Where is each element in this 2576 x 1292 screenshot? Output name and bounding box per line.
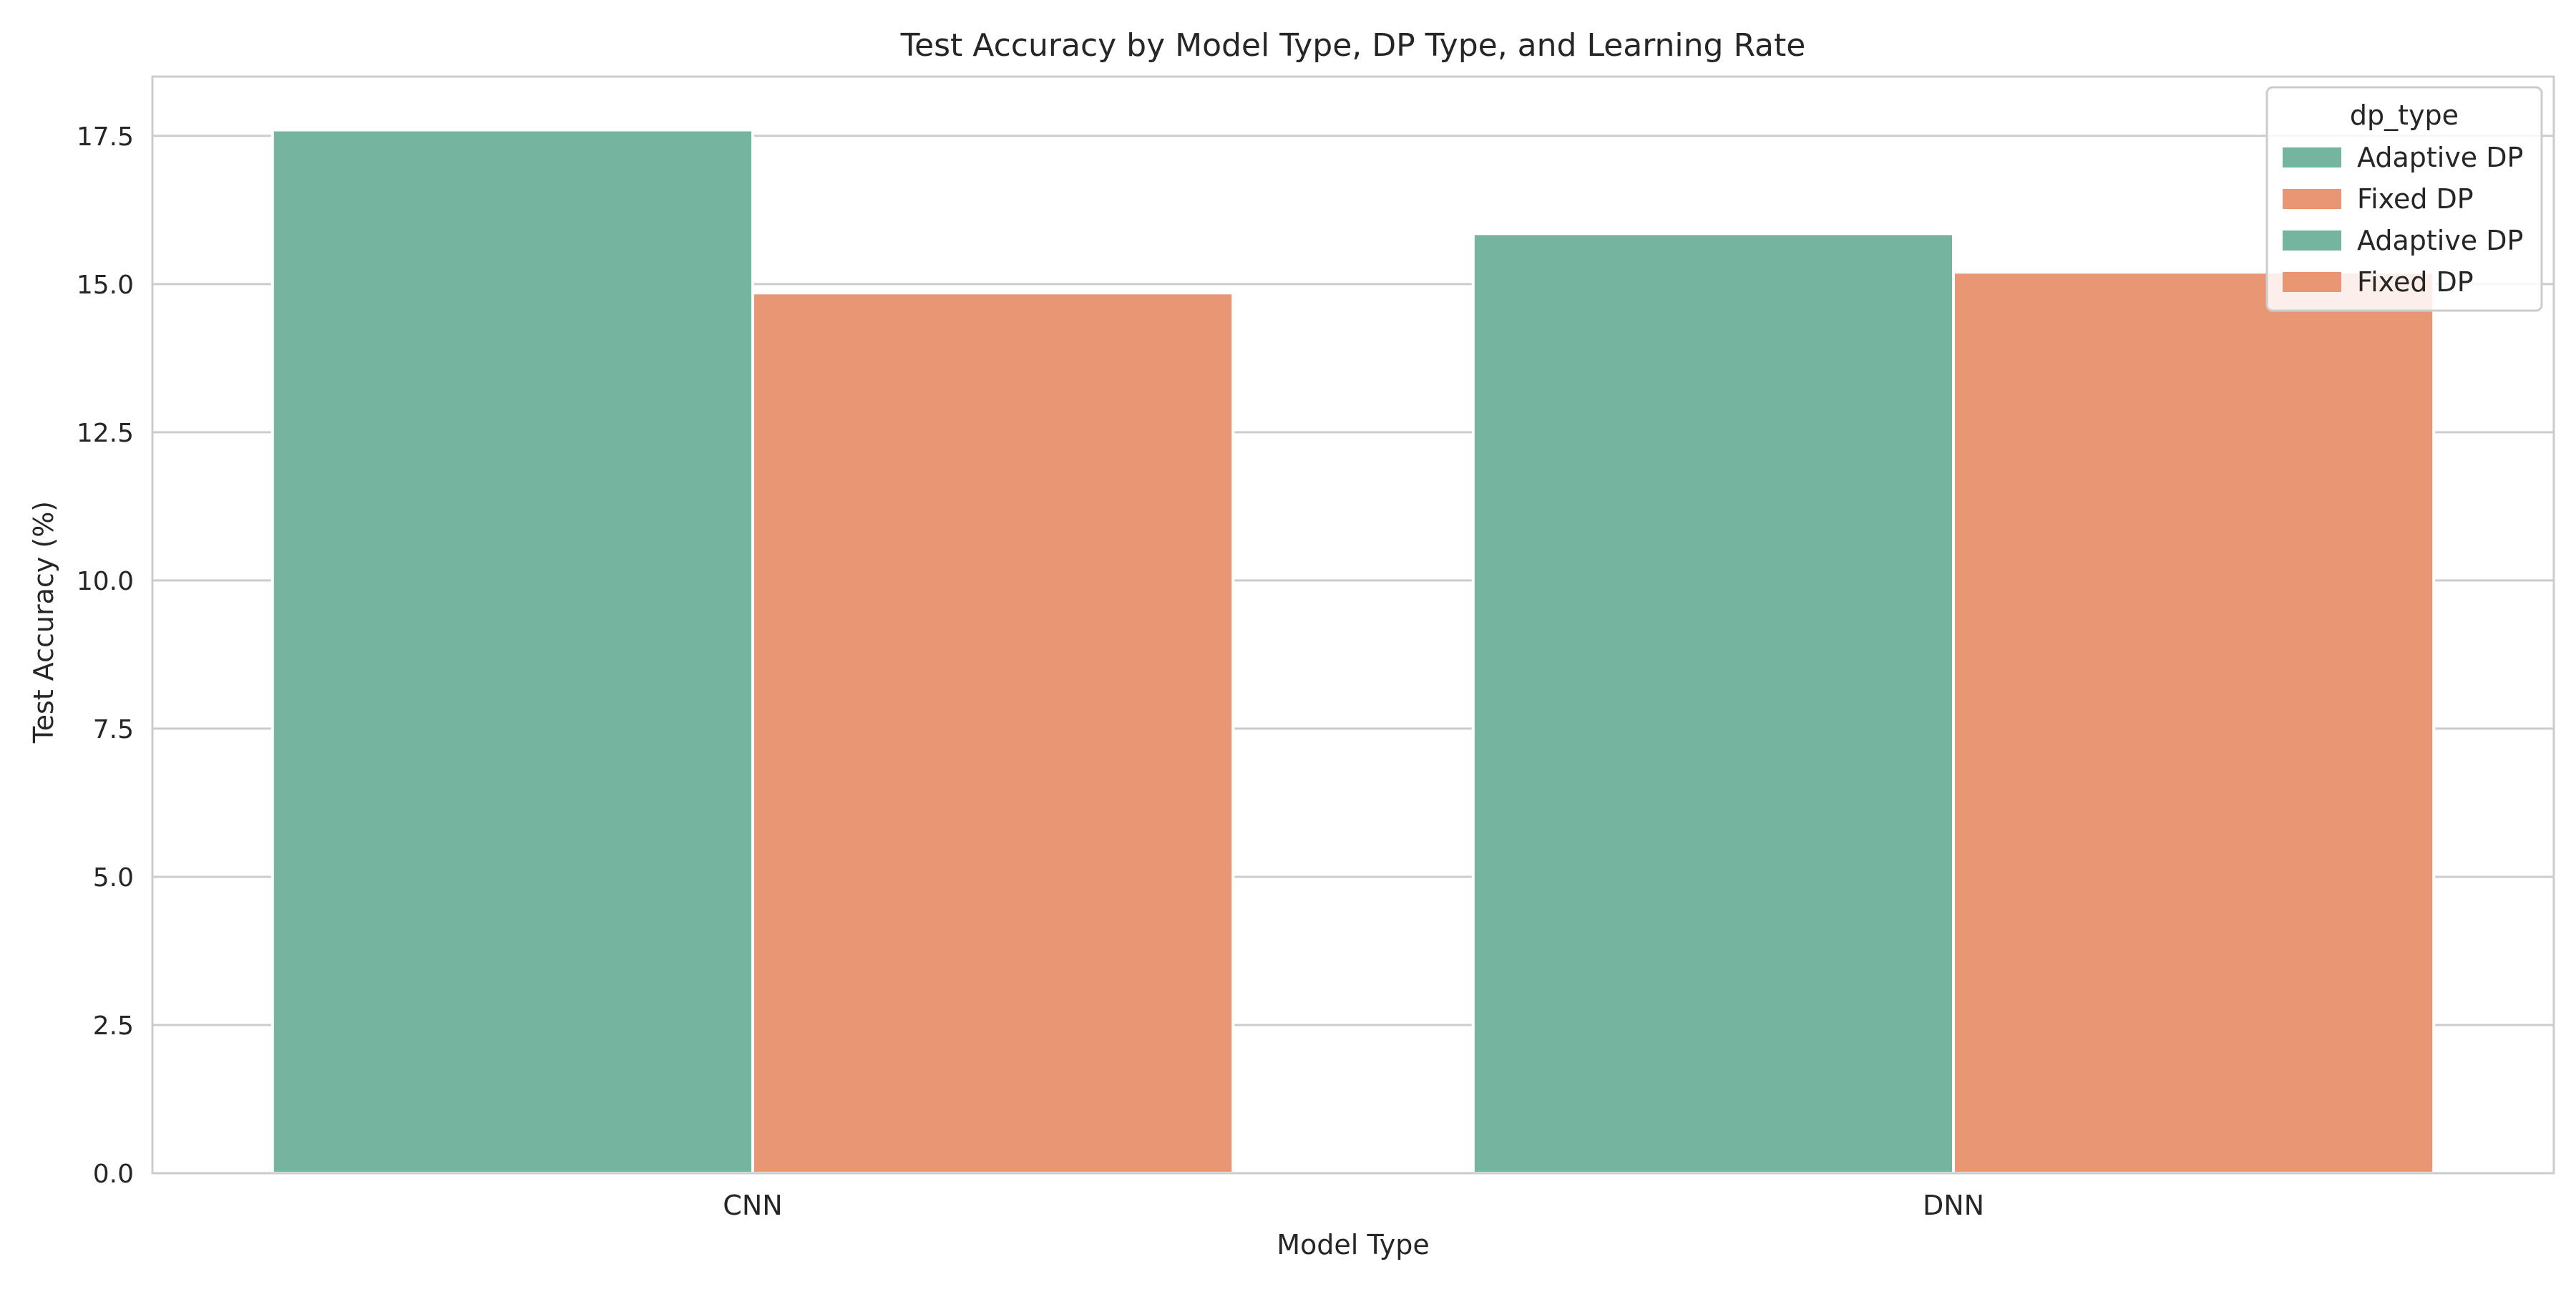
x-axis-label: Model Type (1277, 1229, 1429, 1261)
bars-layer (270, 128, 2436, 1175)
x-tick-labels: CNN DNN (723, 1190, 1984, 1221)
bar-cnn-series-1 (751, 291, 1235, 1175)
y-tick-label: 12.5 (77, 419, 134, 448)
legend-entries: Adaptive DP Fixed DP Adaptive DP Fixed DP (2283, 142, 2523, 298)
bar-dnn-series-1 (1952, 271, 2436, 1175)
legend-swatch (2283, 189, 2341, 209)
y-tick-label: 2.5 (93, 1011, 134, 1041)
y-tick-label: 7.5 (93, 715, 134, 744)
y-tick-label: 0.0 (93, 1160, 134, 1189)
legend-label: Fixed DP (2357, 266, 2474, 298)
x-tick-label: DNN (1923, 1190, 1984, 1221)
legend-box (2265, 86, 2543, 312)
legend-swatch (2283, 230, 2341, 251)
y-axis-label: Test Accuracy (%) (28, 501, 59, 744)
y-tick-label: 10.0 (77, 567, 134, 596)
bar-cnn-series-0 (270, 128, 754, 1175)
chart-title: Test Accuracy by Model Type, DP Type, an… (900, 27, 1806, 64)
x-tick-label: CNN (723, 1190, 782, 1221)
legend-label: Adaptive DP (2357, 225, 2523, 256)
legend-label: Adaptive DP (2357, 142, 2523, 173)
legend-label: Fixed DP (2357, 183, 2474, 215)
y-tick-labels: 0.0 2.5 5.0 7.5 10.0 12.5 15.0 17.5 (77, 122, 134, 1189)
y-tick-label: 17.5 (77, 122, 134, 152)
legend-swatch (2283, 272, 2341, 292)
y-tick-label: 15.0 (77, 271, 134, 300)
legend-title: dp_type (2350, 99, 2459, 131)
legend: dp_type Adaptive DP Fixed DP Adaptive DP Fi… (2265, 86, 2543, 312)
legend-swatch (2283, 147, 2341, 167)
y-tick-label: 5.0 (93, 863, 134, 893)
bar-dnn-series-0 (1471, 232, 1956, 1175)
plot-frame (151, 75, 2555, 1175)
